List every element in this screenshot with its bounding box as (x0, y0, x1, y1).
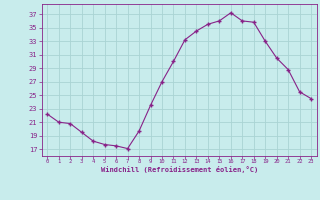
X-axis label: Windchill (Refroidissement éolien,°C): Windchill (Refroidissement éolien,°C) (100, 166, 258, 173)
